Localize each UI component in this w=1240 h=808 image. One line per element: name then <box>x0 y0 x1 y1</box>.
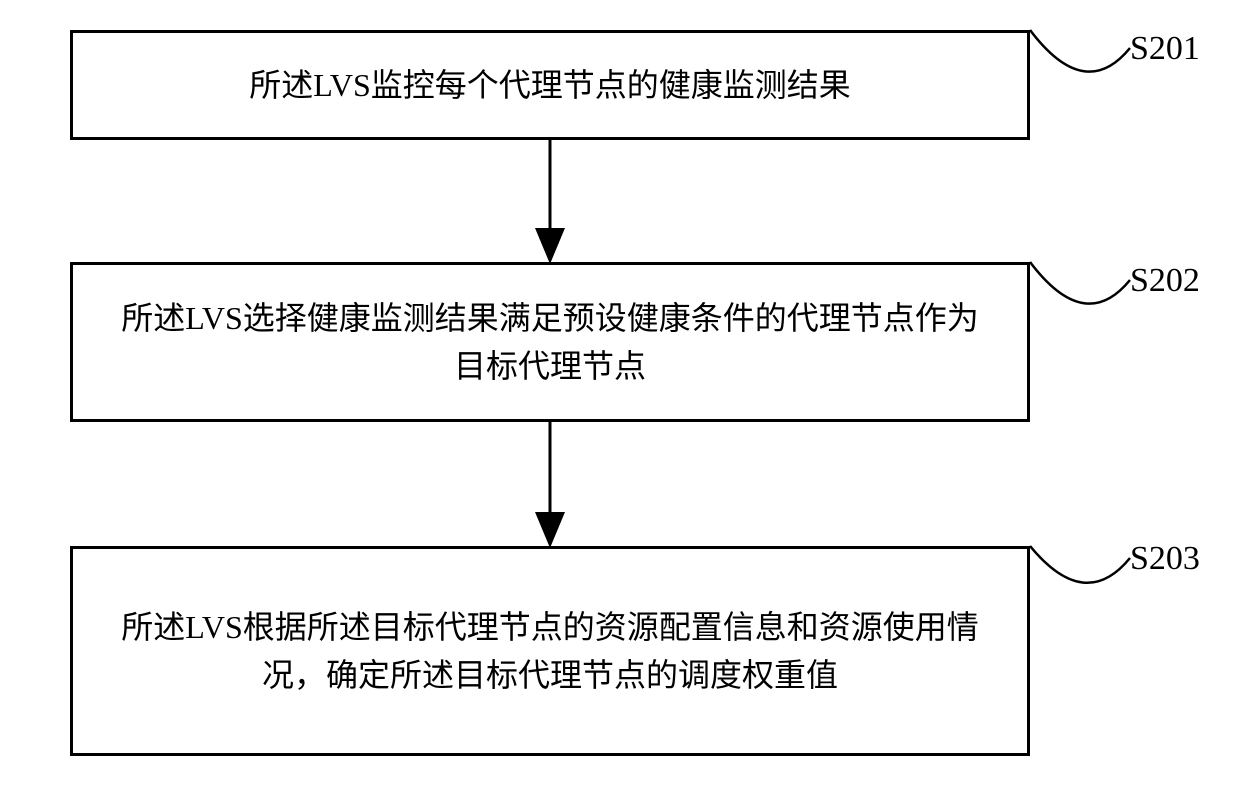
box-text-3: 所述LVS根据所述目标代理节点的资源配置信息和资源使用情况，确定所述目标代理节点… <box>113 603 987 699</box>
box-text-1: 所述LVS监控每个代理节点的健康监测结果 <box>249 61 851 109</box>
box-text-2: 所述LVS选择健康监测结果满足预设健康条件的代理节点作为目标代理节点 <box>113 294 987 390</box>
flowchart-container: 所述LVS监控每个代理节点的健康监测结果 所述LVS选择健康监测结果满足预设健康… <box>0 0 1240 808</box>
process-box-1: 所述LVS监控每个代理节点的健康监测结果 <box>70 30 1030 140</box>
step-label-3: S203 <box>1130 540 1200 578</box>
step-label-1: S201 <box>1130 30 1200 68</box>
process-box-2: 所述LVS选择健康监测结果满足预设健康条件的代理节点作为目标代理节点 <box>70 262 1030 422</box>
step-label-2: S202 <box>1130 262 1200 300</box>
process-box-3: 所述LVS根据所述目标代理节点的资源配置信息和资源使用情况，确定所述目标代理节点… <box>70 546 1030 756</box>
